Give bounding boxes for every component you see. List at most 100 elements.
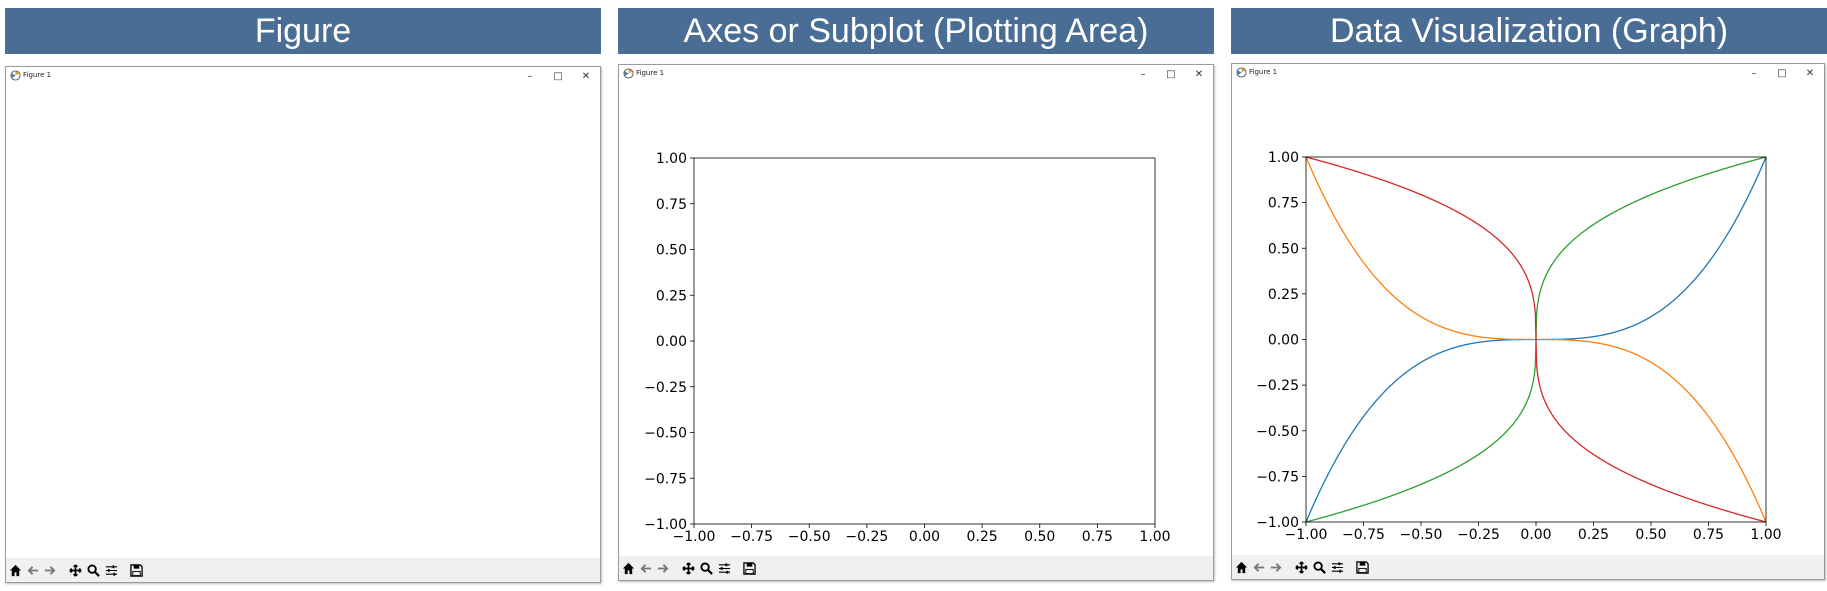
zoom-button[interactable] [699, 561, 714, 576]
y-tick-label: −0.50 [644, 426, 687, 442]
axes-plot[interactable]: −1.00 −0.75 −0.50 −0.25 0.00 0.25 0.50 0.75 1.00… [619, 83, 1213, 556]
x-tick-label: −0.50 [788, 529, 831, 545]
x-tick-label: 0.50 [1635, 527, 1666, 543]
y-tick-label: 0.75 [1268, 196, 1299, 212]
configure-subplots-icon [105, 565, 118, 576]
configure-subplots-button[interactable] [104, 563, 119, 578]
pan-button[interactable] [681, 561, 696, 576]
maximize-button[interactable]: □ [553, 70, 563, 82]
forward-button[interactable] [655, 561, 670, 576]
x-tick-label: 1.00 [1139, 529, 1170, 545]
close-button[interactable]: ✕ [1194, 68, 1204, 80]
save-button[interactable] [1355, 560, 1370, 575]
zoom-button[interactable] [86, 563, 101, 578]
window-title: Figure 1 [636, 69, 665, 77]
panel-figure: Figure Figure 1 – □ ✕ [5, 0, 601, 591]
forward-button[interactable] [1268, 560, 1283, 575]
configure-subplots-icon [1331, 562, 1344, 573]
y-tick-label: 0.50 [656, 243, 687, 259]
window-title: Figure 1 [1249, 68, 1278, 76]
close-button[interactable]: ✕ [581, 70, 591, 82]
y-tick-label: −0.25 [1256, 378, 1299, 394]
back-arrow-icon [1253, 563, 1265, 572]
graph-plot[interactable]: −1.00 −0.75 −0.50 −0.25 0.00 0.25 0.50 0.75 1.00… [1232, 82, 1824, 555]
pan-button[interactable] [1294, 560, 1309, 575]
x-tick-label: −1.00 [1285, 527, 1328, 543]
minimize-button[interactable]: – [527, 70, 533, 82]
home-button[interactable] [8, 563, 23, 578]
zoom-button[interactable] [1312, 560, 1327, 575]
x-tick-label: 1.00 [1750, 527, 1781, 543]
save-icon [743, 562, 756, 575]
panel-heading: Axes or Subplot (Plotting Area) [618, 8, 1214, 54]
matplotlib-logo-icon [623, 68, 634, 79]
save-button[interactable] [129, 563, 144, 578]
x-tick-label: 0.00 [1520, 527, 1551, 543]
x-tick-label: 0.00 [909, 529, 940, 545]
x-tick-label: −0.50 [1400, 527, 1443, 543]
back-button[interactable] [639, 561, 654, 576]
y-tick-label: 0.00 [1268, 333, 1299, 349]
figure-canvas[interactable]: −1.00 −0.75 −0.50 −0.25 0.00 0.25 0.50 0.75 1.00… [619, 83, 1213, 556]
pan-icon [69, 564, 82, 577]
minimize-button[interactable]: – [1751, 67, 1757, 79]
home-button[interactable] [621, 561, 636, 576]
y-tick-label: 0.50 [1268, 241, 1299, 257]
x-tick-label: −1.00 [673, 529, 716, 545]
zoom-icon [1313, 561, 1326, 574]
panel-heading: Figure [5, 8, 601, 54]
figure-canvas[interactable]: −1.00 −0.75 −0.50 −0.25 0.00 0.25 0.50 0.75 1.00… [1232, 82, 1824, 555]
y-tick-label: 0.25 [1268, 287, 1299, 303]
x-tick-label: 0.25 [967, 529, 998, 545]
navigation-toolbar [619, 556, 1213, 580]
panel-graph: Data Visualization (Graph) Figure 1 – □ … [1231, 0, 1827, 591]
figure-window: Figure 1 – □ ✕ −1.00 −0.75 −0.50 −0.25 0.00 0… [618, 64, 1214, 581]
figure-canvas[interactable] [6, 85, 600, 558]
x-tick-label: 0.75 [1082, 529, 1113, 545]
minimize-button[interactable]: – [1140, 68, 1146, 80]
back-arrow-icon [640, 564, 652, 573]
window-titlebar[interactable]: Figure 1 – □ ✕ [1232, 64, 1824, 82]
y-tick-label: 0.75 [656, 197, 687, 213]
matplotlib-logo-icon [10, 70, 21, 81]
home-icon [622, 562, 635, 575]
figure-window: Figure 1 – □ ✕ [5, 66, 601, 583]
x-tick-label: −0.25 [845, 529, 888, 545]
pan-icon [1295, 561, 1308, 574]
configure-subplots-button[interactable] [1330, 560, 1345, 575]
save-icon [130, 564, 143, 577]
x-tick-label: 0.50 [1024, 529, 1055, 545]
y-tick-label: 1.00 [1268, 150, 1299, 166]
x-tick-label: 0.25 [1578, 527, 1609, 543]
y-tick-label: −0.75 [1256, 469, 1299, 485]
figure-window: Figure 1 – □ ✕ −1.00 −0.75 −0.50 −0.25 0.00 0… [1231, 63, 1825, 580]
pan-button[interactable] [68, 563, 83, 578]
configure-subplots-button[interactable] [717, 561, 732, 576]
panel-axes: Axes or Subplot (Plotting Area) Figure 1… [618, 0, 1214, 591]
maximize-button[interactable]: □ [1166, 68, 1176, 80]
zoom-icon [700, 562, 713, 575]
pan-icon [682, 562, 695, 575]
forward-button[interactable] [42, 563, 57, 578]
home-button[interactable] [1234, 560, 1249, 575]
y-tick-label: 1.00 [656, 151, 687, 167]
y-tick-label: −0.50 [1256, 424, 1299, 440]
y-tick-label: 0.00 [656, 334, 687, 350]
maximize-button[interactable]: □ [1777, 67, 1787, 79]
back-button[interactable] [26, 563, 41, 578]
y-tick-label: 0.25 [656, 288, 687, 304]
close-button[interactable]: ✕ [1805, 67, 1815, 79]
window-titlebar[interactable]: Figure 1 – □ ✕ [6, 67, 600, 85]
series-line-3 [1305, 156, 1767, 523]
save-icon [1356, 561, 1369, 574]
home-icon [9, 564, 22, 577]
x-tick-label: −0.25 [1457, 527, 1500, 543]
window-titlebar[interactable]: Figure 1 – □ ✕ [619, 65, 1213, 83]
save-button[interactable] [742, 561, 757, 576]
back-button[interactable] [1252, 560, 1267, 575]
matplotlib-logo-icon [1236, 67, 1247, 78]
y-tick-label: −1.00 [1256, 515, 1299, 531]
home-icon [1235, 561, 1248, 574]
axes-frame [693, 157, 1156, 525]
panel-heading: Data Visualization (Graph) [1231, 8, 1827, 54]
